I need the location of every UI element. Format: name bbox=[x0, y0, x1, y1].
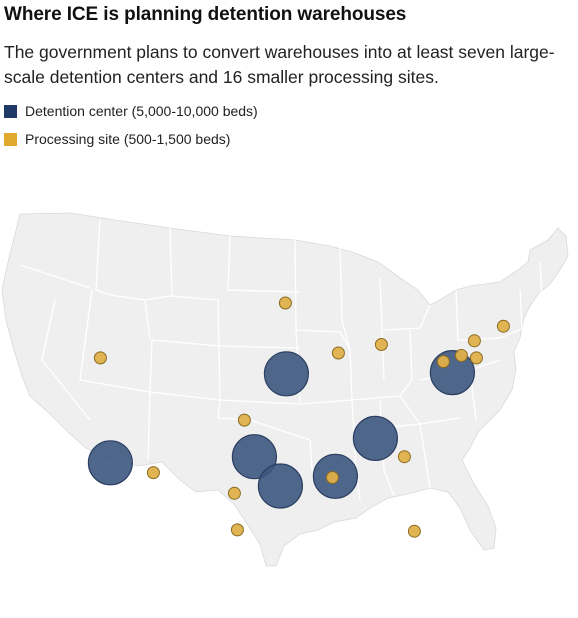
processing-site-marker bbox=[454, 349, 468, 362]
processing-site-marker bbox=[407, 524, 421, 538]
detention-center-marker bbox=[429, 350, 475, 396]
processing-site-marker bbox=[397, 450, 411, 464]
processing-site-marker bbox=[467, 334, 481, 348]
processing-site-marker bbox=[93, 351, 107, 365]
processing-site-marker bbox=[146, 466, 160, 480]
processing-site-marker bbox=[237, 413, 251, 427]
legend-swatch-detention bbox=[4, 104, 17, 118]
processing-site-marker bbox=[496, 319, 510, 333]
detention-centers bbox=[87, 350, 475, 509]
legend-swatch-processing bbox=[4, 132, 17, 146]
processing-site-marker bbox=[436, 355, 450, 369]
processing-site-marker bbox=[374, 338, 388, 351]
detention-center-marker bbox=[87, 440, 134, 486]
us-map bbox=[1, 212, 569, 567]
detention-center-marker bbox=[352, 415, 398, 461]
processing-site-marker bbox=[331, 346, 345, 360]
page-title: Where ICE is planning detention warehous… bbox=[4, 4, 407, 25]
processing-site-marker bbox=[227, 486, 241, 500]
legend-label-detention: Detention center (5,000-10,000 beds) bbox=[25, 103, 258, 119]
processing-site-marker bbox=[325, 471, 339, 484]
legend-item-detention: Detention center (5,000-10,000 beds) bbox=[4, 103, 258, 119]
detention-center-marker bbox=[263, 351, 309, 397]
processing-sites bbox=[93, 296, 510, 538]
processing-site-marker bbox=[278, 296, 292, 310]
legend-item-processing: Processing site (500-1,500 beds) bbox=[4, 131, 230, 147]
legend-label-processing: Processing site (500-1,500 beds) bbox=[25, 131, 231, 147]
page-subtitle: The government plans to convert warehous… bbox=[4, 42, 555, 87]
processing-site-marker bbox=[230, 523, 244, 537]
detention-center-marker bbox=[231, 434, 277, 480]
processing-site-marker bbox=[469, 351, 483, 365]
detention-center-marker bbox=[257, 463, 303, 509]
